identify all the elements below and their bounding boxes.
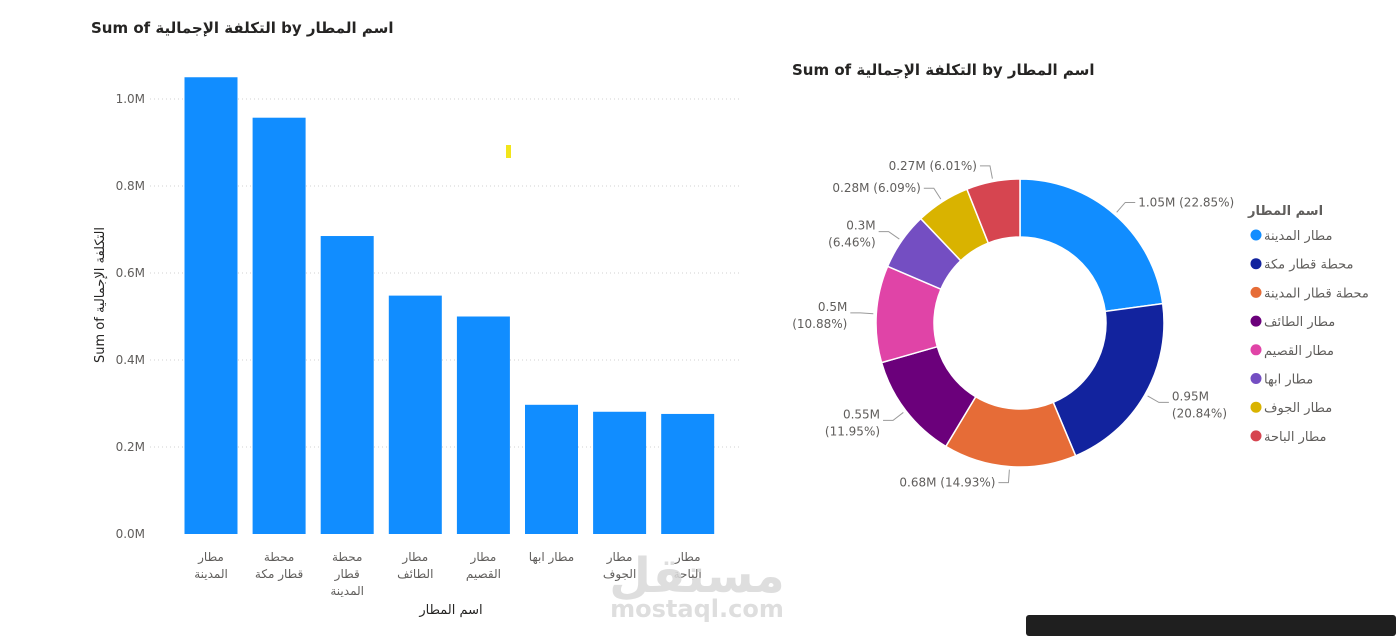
legend-marker bbox=[1250, 286, 1262, 298]
watermark-arabic: مستقل bbox=[609, 548, 785, 604]
data-label-pct: (11.95%) bbox=[825, 424, 880, 438]
legend-item[interactable]: مطار المدينة bbox=[1264, 229, 1332, 244]
bar-gridlines bbox=[150, 98, 742, 448]
y-tick-label: 0.4M bbox=[116, 353, 145, 367]
bar[interactable] bbox=[525, 404, 578, 534]
leader-line bbox=[923, 187, 942, 200]
leader-line bbox=[878, 231, 900, 240]
watermark: مستقل mostaql.com bbox=[609, 548, 785, 623]
legend-item[interactable]: مطار الجوف bbox=[1264, 401, 1332, 416]
x-tick-label: مطار ابها bbox=[529, 550, 574, 565]
x-tick-label: مطار الباحة bbox=[674, 550, 702, 581]
taskbar-edge bbox=[1026, 615, 1396, 636]
donut-series bbox=[875, 178, 1165, 468]
watermark-latin: mostaql.com bbox=[610, 595, 784, 623]
legend-marker bbox=[1250, 373, 1262, 384]
bar[interactable] bbox=[593, 411, 647, 534]
y-axis-title: Sum of التكلفة الإجمالية bbox=[93, 227, 108, 363]
x-tick-label: مطار الطائف bbox=[397, 550, 433, 581]
donut-chart-title: Sum of التكلفة الإجمالية by اسم المطار bbox=[792, 61, 1095, 79]
data-label-pct: (6.46%) bbox=[828, 236, 875, 250]
donut-slice[interactable] bbox=[1052, 302, 1165, 457]
y-tick-label: 1.0M bbox=[116, 92, 145, 106]
y-tick-label: 0.0M bbox=[116, 527, 145, 541]
legend-item[interactable]: محطة قطار المدينة bbox=[1264, 286, 1369, 301]
donut-slice[interactable] bbox=[965, 178, 1021, 245]
leader-line bbox=[1116, 201, 1136, 213]
legend-marker bbox=[1250, 258, 1262, 270]
x-tick-label: مطار الجوف bbox=[603, 550, 636, 582]
y-tick-label: 0.2M bbox=[116, 440, 145, 454]
data-label: 0.27M (6.01%) bbox=[889, 159, 977, 173]
bar-series bbox=[184, 77, 715, 535]
y-tick-label: 0.8M bbox=[116, 179, 145, 193]
bar[interactable] bbox=[661, 413, 715, 534]
yellow-marker bbox=[506, 145, 511, 158]
leader-line bbox=[1147, 395, 1169, 403]
bar[interactable] bbox=[388, 295, 442, 534]
x-tick-label: محطة قطار مكة bbox=[255, 550, 303, 582]
legend-item[interactable]: مطار الطائف bbox=[1264, 315, 1335, 330]
data-label-value: 0.3M bbox=[846, 219, 875, 233]
y-tick-label: 0.6M bbox=[116, 266, 145, 280]
donut-slice[interactable] bbox=[1019, 178, 1164, 313]
leader-line bbox=[850, 312, 874, 315]
donut-data-labels: 1.05M (22.85%) 0.95M (20.84%) 0.68M (14.93%… bbox=[792, 159, 1234, 490]
legend-item[interactable]: مطار الباحة bbox=[1264, 430, 1326, 445]
legend-title: اسم المطار bbox=[1247, 204, 1323, 219]
legend-item[interactable]: مطار ابها bbox=[1264, 373, 1313, 388]
leader-line bbox=[979, 165, 993, 179]
x-tick-label: مطار المدينة bbox=[194, 550, 228, 581]
bar-x-categories: مطار المدينة محطة قطار مكة محطة قطار المدينة مط… bbox=[194, 550, 702, 598]
data-label-value: 0.55M bbox=[843, 407, 880, 421]
legend-marker bbox=[1250, 344, 1262, 356]
bar-chart-title: Sum of التكلفة الإجمالية by اسم المطار bbox=[91, 19, 394, 37]
leader-line bbox=[883, 412, 904, 421]
legend-marker bbox=[1250, 229, 1262, 241]
bar[interactable] bbox=[456, 316, 510, 535]
legend-item[interactable]: محطة قطار مكة bbox=[1264, 258, 1353, 273]
x-axis-title: اسم المطار bbox=[418, 603, 482, 618]
legend: مطار المدينة محطة قطار مكة محطة قطار المدي… bbox=[1250, 229, 1369, 445]
data-label: 0.68M (14.93%) bbox=[899, 476, 995, 490]
legend-item[interactable]: مطار القصيم bbox=[1264, 344, 1334, 359]
data-label-value: 0.95M bbox=[1172, 389, 1209, 403]
x-tick-label: مطار القصيم bbox=[466, 550, 501, 581]
legend-marker bbox=[1250, 401, 1262, 413]
legend-marker bbox=[1250, 315, 1262, 327]
bar[interactable] bbox=[184, 77, 238, 534]
x-tick-label: محطة قطار المدينة bbox=[330, 550, 364, 598]
leader-line bbox=[998, 469, 1010, 484]
bar[interactable] bbox=[252, 117, 306, 534]
data-label-pct: (20.84%) bbox=[1172, 406, 1227, 420]
legend-marker bbox=[1250, 430, 1262, 442]
bar[interactable] bbox=[320, 236, 374, 534]
data-label-value: 0.5M bbox=[818, 300, 847, 314]
data-label-pct: (10.88%) bbox=[792, 317, 847, 331]
data-label: 1.05M (22.85%) bbox=[1138, 195, 1234, 209]
data-label: 0.28M (6.09%) bbox=[832, 181, 920, 195]
bar-y-ticks: 0.0M 0.2M 0.4M 0.6M 0.8M 1.0M bbox=[116, 92, 145, 541]
